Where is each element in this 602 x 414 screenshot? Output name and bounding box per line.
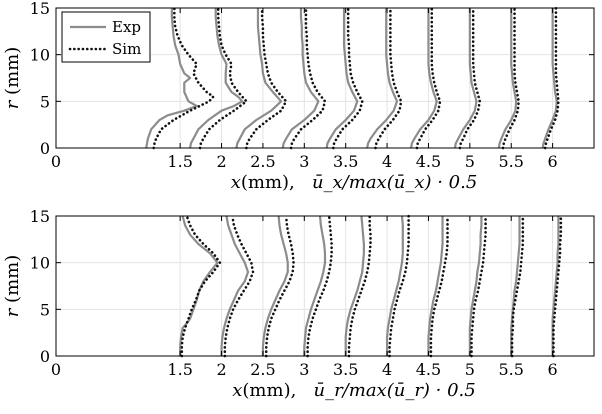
exp-profile-line: [409, 8, 438, 149]
sim-profile-line: [306, 214, 333, 358]
exp-profile-line: [344, 215, 365, 356]
x-tick-label: 0: [51, 152, 61, 171]
y-tick-label: 15: [30, 0, 50, 18]
exp-profile-line: [220, 215, 250, 356]
x-tick-label: 3.5: [333, 360, 358, 379]
y-tick-label: 5: [40, 300, 50, 319]
x-axis-label: x(mm), ū_r/max(ū_r) · 0.5: [232, 380, 475, 401]
x-tick-label: 5: [465, 152, 475, 171]
exp-profile-line: [497, 8, 518, 149]
x-tick-label: 1.5: [167, 152, 192, 171]
y-axis-label: r (mm): [2, 255, 23, 318]
y-tick-label: 0: [40, 347, 50, 366]
x-tick-label: 6: [548, 360, 558, 379]
sim-profile-line: [245, 6, 288, 150]
y-tick-label: 10: [30, 254, 50, 273]
exp-profile-line: [303, 215, 327, 356]
exp-profile-line: [235, 8, 283, 149]
x-tick-label: 6: [548, 152, 558, 171]
axes-frame: [55, 7, 595, 149]
x-tick-label: 0: [51, 360, 61, 379]
x-tick-label: 4.5: [416, 152, 441, 171]
sim-profile-line: [543, 6, 560, 150]
sim-profile-line: [501, 6, 520, 150]
sim-profile-line: [331, 6, 364, 150]
legend-label-exp: Exp: [112, 18, 141, 36]
exp-profile-line: [261, 215, 289, 356]
sim-profile-line: [510, 214, 525, 358]
sim-profile-line: [347, 214, 372, 358]
y-axis-label: r (mm): [2, 47, 23, 110]
x-tick-label: 5: [465, 360, 475, 379]
exp-profile-line: [281, 8, 320, 149]
exp-profile-line: [145, 8, 198, 149]
legend-label-sim: Sim: [112, 40, 141, 58]
y-tick-label: 15: [30, 207, 50, 226]
axes-frame: [55, 215, 595, 357]
bottom-panel: 0 1.5 2 2.5 3 3.5 4 4.5 5 5.5 6 0 5 10 15 x(mm), ū_r/ma…: [2, 207, 595, 401]
exp-profile-line: [385, 215, 404, 356]
exp-profile-line: [510, 216, 521, 356]
x-tick-label: 4: [382, 360, 392, 379]
x-tick-label: 5.5: [499, 152, 524, 171]
x-tick-label: 2.5: [250, 360, 275, 379]
x-tick-label: 3.5: [333, 152, 358, 171]
x-axis-label: x(mm), ū_x/max(ū_x) · 0.5: [231, 172, 478, 193]
x-tick-label: 4.5: [416, 360, 441, 379]
x-tick-label: 2: [216, 152, 226, 171]
sim-profile-line: [264, 214, 295, 358]
top-panel: 0 1.5 2 2.5 3 3.5 4 4.5 5 5.5 6 0 5 10 15 x(mm), ū_x/ma…: [2, 0, 595, 193]
exp-profile-line: [325, 8, 359, 149]
x-tick-label: 4: [382, 152, 392, 171]
exp-profile-line: [551, 216, 560, 356]
legend: Exp Sim: [61, 11, 151, 63]
exp-profile-line: [468, 216, 483, 356]
sim-profile-line: [374, 6, 403, 150]
exp-profile-line: [189, 8, 244, 149]
sim-profile-line: [458, 6, 482, 150]
sim-profile-line: [289, 6, 327, 150]
x-tick-label: 2.5: [250, 152, 275, 171]
sim-profile-line: [415, 6, 442, 150]
sim-profile-line: [223, 214, 255, 358]
sim-profile-line: [552, 214, 563, 358]
x-tick-label: 2: [216, 360, 226, 379]
x-tick-label: 3: [299, 360, 309, 379]
sim-profile-line: [152, 6, 215, 150]
sim-profile-line: [198, 6, 248, 150]
x-tick-label: 1.5: [167, 360, 192, 379]
sim-profile-line: [180, 214, 222, 358]
x-tick-label: 3: [299, 152, 309, 171]
y-tick-label: 5: [40, 92, 50, 111]
x-tick-label: 5.5: [499, 360, 524, 379]
exp-profile-line: [453, 8, 478, 149]
y-tick-label: 10: [30, 46, 50, 65]
exp-profile-line: [427, 216, 444, 356]
exp-profile-line: [541, 8, 558, 149]
exp-profile-line: [366, 8, 399, 149]
y-tick-label: 0: [40, 139, 50, 158]
legend-box: [61, 11, 151, 63]
